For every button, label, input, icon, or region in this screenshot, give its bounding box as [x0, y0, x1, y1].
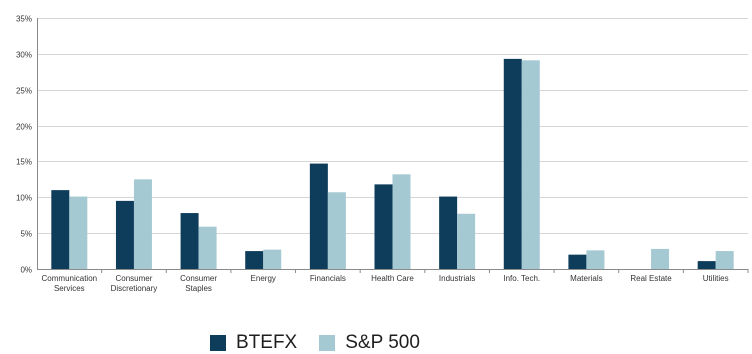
- legend-item-sp500: S&P 500: [319, 332, 420, 354]
- legend-item-btefx: BTEFX: [210, 332, 297, 354]
- bar-chart: 0% 5% 10% 15% 20% 25% 30% 35% CommunicationServ…: [16, 15, 749, 293]
- y-tick-label: 10%: [16, 194, 32, 203]
- legend-swatch-btefx: [210, 335, 226, 351]
- x-category-label: Services: [54, 284, 85, 293]
- bar-btefx: [51, 190, 70, 269]
- bar-btefx: [374, 184, 393, 269]
- x-category-label: Health Care: [371, 274, 414, 283]
- legend: BTEFX S&P 500: [210, 332, 442, 354]
- bar-btefx: [180, 213, 199, 269]
- bar-btefx: [568, 254, 587, 269]
- x-category-label: Discretionary: [111, 284, 158, 293]
- x-category-label: Communication: [42, 274, 98, 283]
- x-category-label: Info. Tech.: [503, 274, 540, 283]
- legend-swatch-sp500: [319, 335, 336, 351]
- bar-btefx: [503, 58, 522, 270]
- bar-btefx: [245, 251, 264, 269]
- bar-sp500: [69, 196, 88, 269]
- x-category-label: Utilities: [703, 274, 729, 283]
- bar-btefx: [115, 200, 134, 269]
- x-category-label: Materials: [570, 274, 602, 283]
- bar-btefx: [697, 261, 716, 269]
- y-tick-label: 25%: [16, 87, 32, 96]
- bar-sp500: [133, 179, 152, 269]
- bars: [51, 58, 734, 270]
- x-category-label: Energy: [251, 274, 276, 283]
- bar-sp500: [198, 226, 217, 269]
- y-tick-label: 5%: [20, 230, 32, 239]
- x-category-label: Industrials: [439, 274, 475, 283]
- legend-label-sp500: S&P 500: [345, 332, 420, 353]
- x-axis: CommunicationServicesConsumerDiscretiona…: [42, 269, 749, 293]
- x-category-label: Staples: [185, 284, 212, 293]
- bar-sp500: [586, 250, 605, 269]
- x-category-label: Consumer: [180, 274, 217, 283]
- bar-sp500: [327, 192, 346, 269]
- bar-sp500: [392, 174, 411, 269]
- bar-btefx: [309, 163, 328, 269]
- y-tick-label: 30%: [16, 51, 32, 60]
- bar-sp500: [457, 213, 476, 269]
- bar-sp500: [715, 251, 734, 269]
- y-tick-label: 15%: [16, 158, 32, 167]
- x-category-label: Financials: [310, 274, 346, 283]
- y-axis: 0% 5% 10% 15% 20% 25% 30% 35%: [16, 15, 38, 275]
- y-tick-label: 0%: [20, 266, 32, 275]
- legend-label-btefx: BTEFX: [236, 332, 298, 353]
- x-category-label: Consumer: [116, 274, 153, 283]
- bar-sp500: [521, 60, 540, 269]
- x-category-label: Real Estate: [630, 274, 672, 283]
- bar-sp500: [651, 248, 670, 269]
- y-tick-label: 35%: [16, 15, 32, 24]
- bar-btefx: [439, 196, 458, 269]
- y-tick-label: 20%: [16, 123, 32, 132]
- bar-sp500: [263, 249, 282, 269]
